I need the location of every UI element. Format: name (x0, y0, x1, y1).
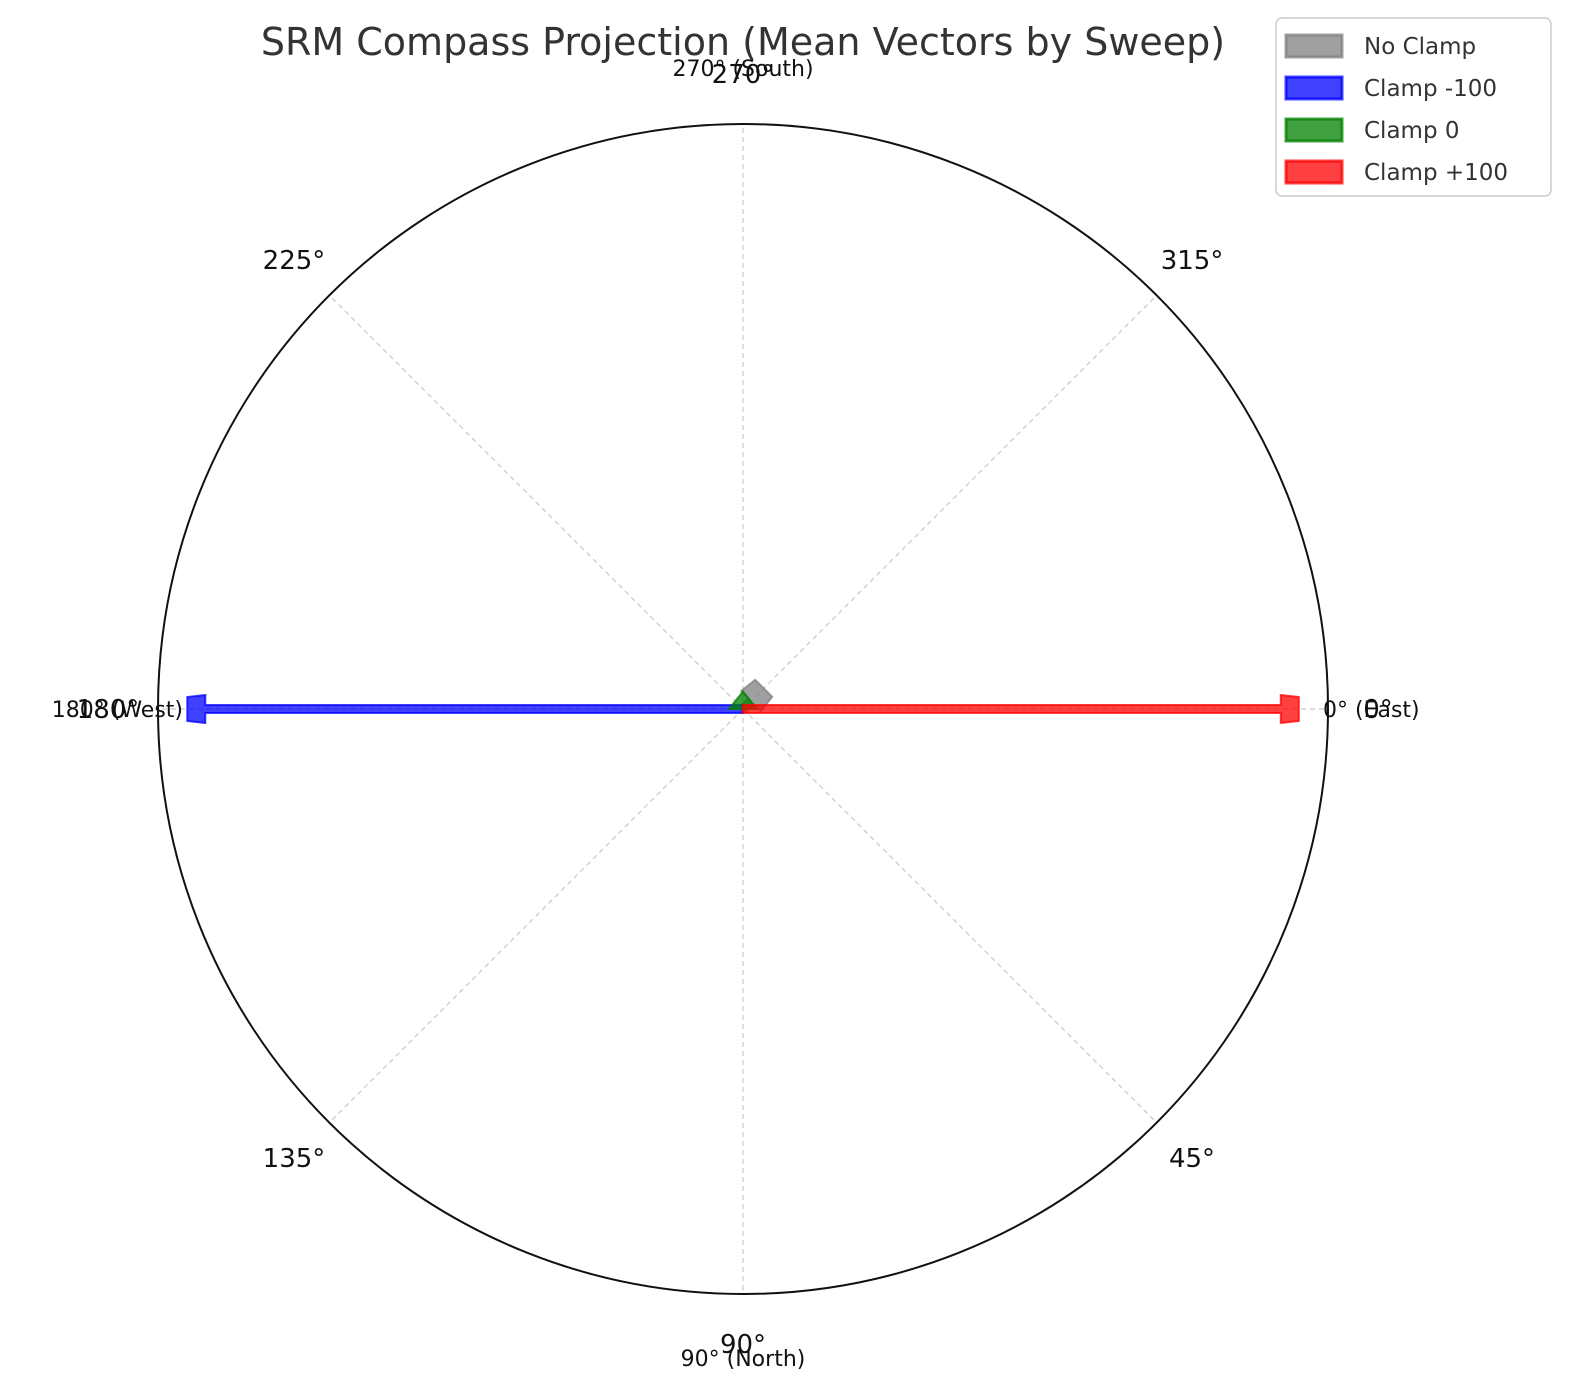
direction-label-90: 90° (North) (681, 1347, 806, 1372)
direction-label-270: 270° (South) (672, 57, 813, 82)
polar-frame-circle (157, 123, 1329, 1295)
legend-label-1: Clamp -100 (1364, 76, 1497, 102)
angle-tick-label-135: 135° (263, 1144, 326, 1174)
grid-spoke-315 (742, 294, 1158, 710)
vector-arrows (186, 678, 1300, 725)
legend-swatch-3 (1284, 159, 1344, 185)
angle-tick-label-270: 270° (712, 60, 775, 90)
legend-swatch-2 (1284, 117, 1344, 143)
vector-arrow-3 (742, 693, 1300, 725)
angle-tick-label-0: 0° (1363, 695, 1393, 725)
angle-tick-label-90: 90° (720, 1330, 766, 1360)
legend: No Clamp Clamp -100 Clamp 0 Clamp +100 (1275, 17, 1552, 197)
grid-spoke-135 (328, 708, 744, 1124)
angle-tick-label-315: 315° (1161, 246, 1224, 276)
direction-label-180: 180° (West) (52, 698, 183, 723)
legend-swatch-0 (1284, 33, 1344, 59)
legend-label-0: No Clamp (1364, 34, 1476, 60)
grid-spoke-225 (328, 294, 744, 710)
direction-label-0: 0° (East) (1323, 698, 1420, 723)
legend-label-3: Clamp +100 (1364, 160, 1508, 186)
legend-label-2: Clamp 0 (1364, 118, 1460, 144)
angle-tick-label-180: 180° (77, 695, 140, 725)
legend-swatch-1 (1284, 75, 1344, 101)
angle-tick-label-225: 225° (263, 246, 326, 276)
grid-spoke-45 (742, 708, 1158, 1124)
vector-arrow-1 (186, 693, 744, 725)
angle-tick-label-45: 45° (1169, 1144, 1215, 1174)
chart-title: SRM Compass Projection (Mean Vectors by … (261, 20, 1225, 64)
angle-labels: 0° 45° 90° 135° 180° 225° 270° 315° 0° (East) 90°… (52, 57, 1420, 1372)
legend-box (1275, 17, 1552, 197)
